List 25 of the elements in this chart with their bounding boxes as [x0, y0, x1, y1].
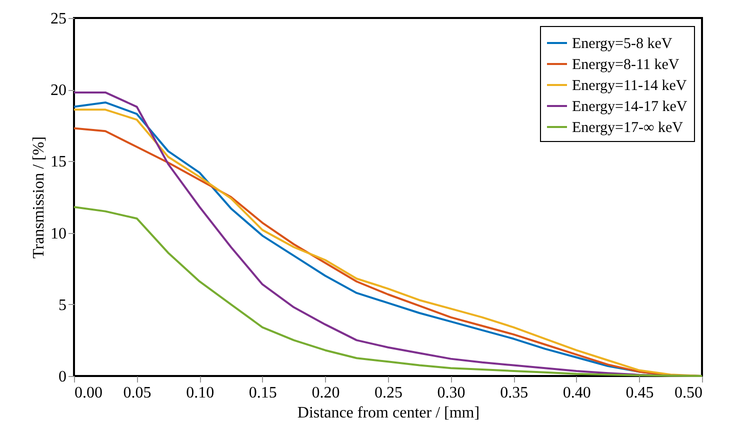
legend-label: Energy=14-17 keV	[572, 99, 688, 115]
y-tick-label: 25	[50, 10, 66, 28]
y-tick-label: 5	[58, 296, 66, 314]
y-tick-label: 15	[50, 154, 66, 171]
x-tick-label: 0.40	[562, 384, 591, 402]
x-tick-label: 0.25	[374, 384, 402, 402]
x-tick-label: 0.35	[500, 384, 528, 402]
legend-label: Energy=17-∞ keV	[572, 120, 684, 136]
x-tick-label: 0.00	[74, 384, 102, 402]
x-tick-label: 0.15	[248, 384, 277, 402]
line-series	[73, 206, 703, 377]
y-axis-title: Transmission / [%]	[30, 136, 48, 259]
y-tick-label: 10	[50, 225, 66, 242]
x-tick-label: 0.20	[312, 384, 340, 402]
x-tick-label: 0.30	[437, 384, 466, 402]
y-tick-label: 0	[58, 368, 66, 386]
x-tick-label: 0.10	[186, 384, 214, 402]
x-axis-title: Distance from center / [mm]	[297, 404, 480, 422]
legend-label: Energy=11-14 keV	[572, 78, 687, 94]
legend-label: Energy=5-8 keV	[572, 36, 672, 52]
x-tick-label: 0.05	[123, 384, 152, 402]
x-tick-label: 0.50	[674, 384, 702, 402]
x-tick-label: 0.45	[626, 384, 654, 402]
y-tick-label: 20	[50, 82, 66, 100]
legend-label: Energy=8-11 keV	[572, 57, 680, 73]
